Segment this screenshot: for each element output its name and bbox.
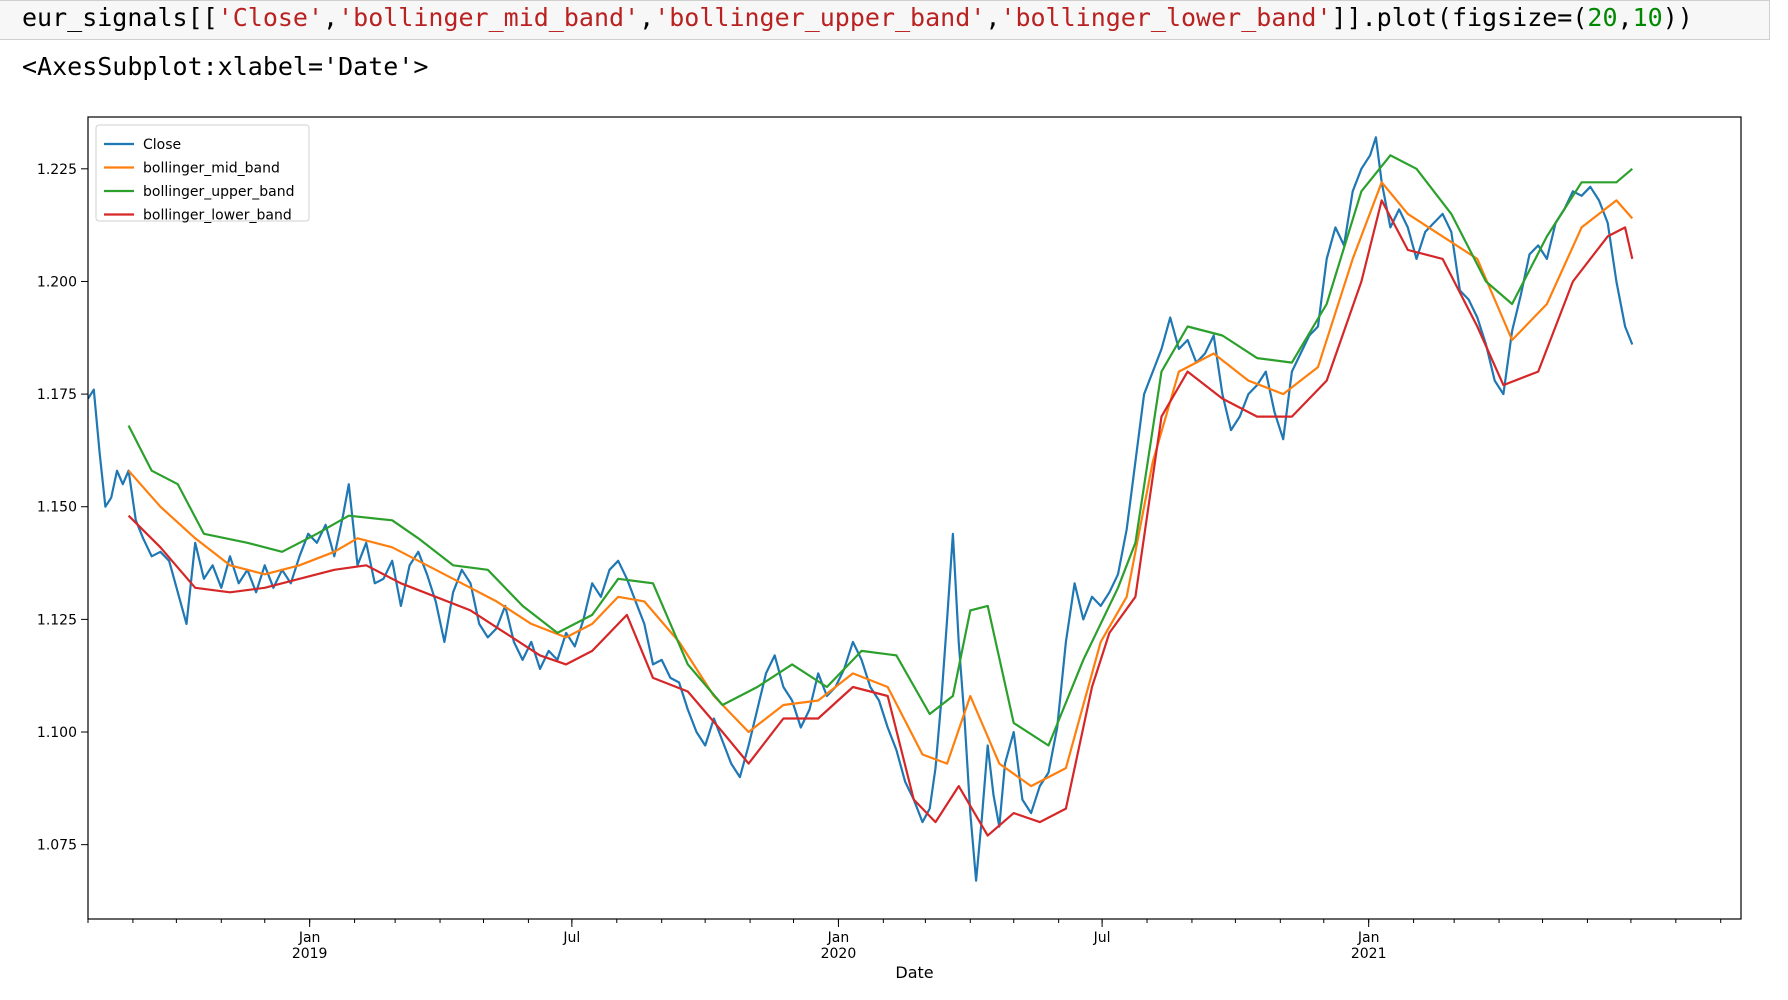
- series-line-bollinger-mid-band: [127, 181, 1634, 788]
- x-tick-month-label: Jan: [827, 930, 850, 946]
- y-tick-label: 1.225: [37, 162, 77, 178]
- legend-label: Close: [143, 137, 181, 153]
- legend-label: bollinger_upper_band: [143, 184, 295, 200]
- x-tick-month-label: Jul: [562, 930, 580, 946]
- x-axis-label: Date: [895, 963, 933, 982]
- code-comma: ,: [639, 3, 655, 32]
- series-line-bollinger-lower-band: [127, 199, 1634, 837]
- legend-box: [95, 124, 310, 222]
- x-tick-year-label: 2021: [1351, 946, 1387, 962]
- code-call: ]].plot(figsize=(: [1331, 3, 1588, 32]
- series-line-bollinger-upper-band: [127, 154, 1634, 747]
- x-tick-month-label: Jul: [1093, 930, 1111, 946]
- y-tick-label: 1.200: [37, 274, 77, 290]
- code-string-upper: 'bollinger_upper_band': [654, 3, 986, 32]
- y-tick-label: 1.175: [37, 387, 77, 403]
- code-line: eur_signals[['Close','bollinger_mid_band…: [22, 3, 1693, 33]
- code-suffix: )): [1662, 3, 1693, 32]
- x-tick-year-label: 2020: [821, 946, 857, 962]
- code-string-lower: 'bollinger_lower_band': [1000, 3, 1332, 32]
- code-comma: ,: [1617, 3, 1633, 32]
- code-prefix: eur_signals[[: [22, 3, 218, 32]
- y-tick-label: 1.150: [37, 500, 77, 516]
- code-cell[interactable]: eur_signals[['Close','bollinger_mid_band…: [0, 0, 1770, 40]
- x-tick-month-label: Jan: [1357, 930, 1380, 946]
- y-tick-label: 1.075: [37, 838, 77, 854]
- code-string-close: 'Close': [217, 3, 324, 32]
- y-tick-label: 1.125: [37, 612, 77, 628]
- code-comma: ,: [985, 3, 1001, 32]
- output-text: <AxesSubplot:xlabel='Date'>: [22, 52, 429, 81]
- series-line-Close: [88, 136, 1634, 882]
- plot-frame: [87, 116, 1742, 920]
- code-number-20: 20: [1587, 3, 1618, 32]
- x-tick-month-label: Jan: [298, 930, 321, 946]
- code-string-mid: 'bollinger_mid_band': [338, 3, 640, 32]
- legend-label: bollinger_lower_band: [143, 208, 292, 224]
- y-tick-label: 1.100: [37, 725, 77, 741]
- x-tick-year-label: 2019: [292, 946, 328, 962]
- code-number-10: 10: [1632, 3, 1663, 32]
- code-comma: ,: [323, 3, 339, 32]
- legend-label: bollinger_mid_band: [143, 161, 280, 177]
